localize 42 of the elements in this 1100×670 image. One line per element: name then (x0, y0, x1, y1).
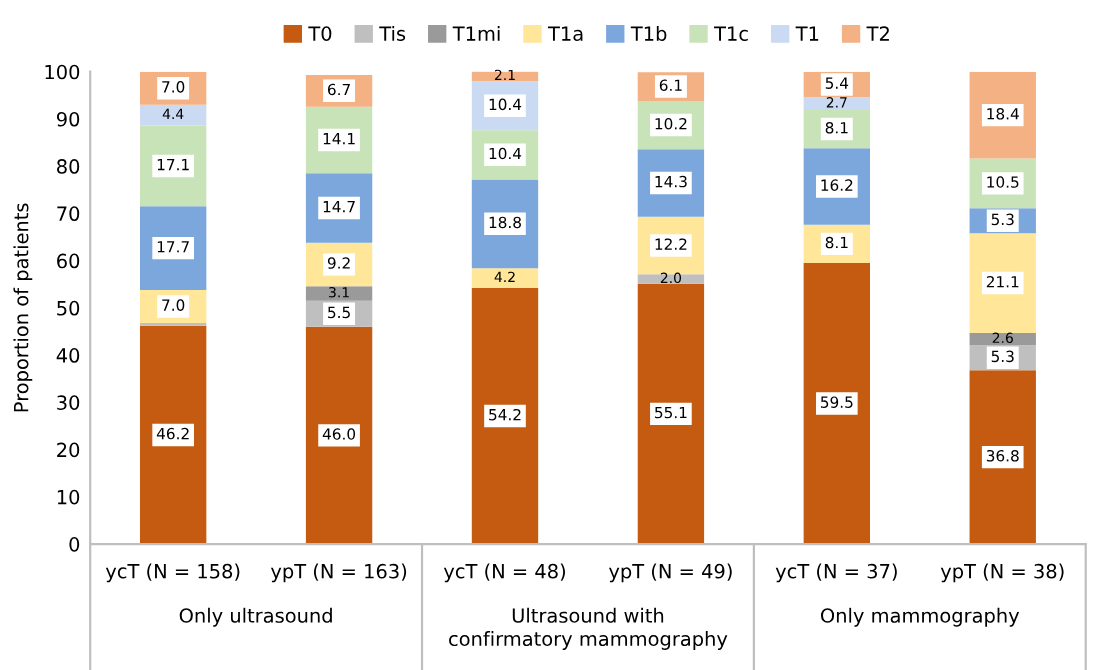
x-tick-label: ypT (N = 38) (940, 563, 1064, 583)
legend-label: T1a (547, 26, 583, 41)
bar (305, 286, 373, 301)
y-tick-label: 70 (57, 206, 80, 222)
bar (637, 283, 705, 545)
bar (969, 332, 1036, 346)
text: Only mammography (820, 607, 1020, 627)
bar (803, 262, 871, 545)
legend-label: T1c (714, 26, 748, 41)
bar (471, 268, 539, 289)
y-tick-label: 20 (57, 442, 80, 458)
bar (637, 274, 705, 284)
y-tick-label: 30 (57, 395, 80, 410)
x-tick-label: ycT (N = 48) (443, 563, 565, 583)
y-tick-label: 40 (56, 348, 80, 363)
y-tick-label: 80 (57, 159, 80, 174)
y-tick-label: 10 (57, 489, 80, 505)
y-tick-label: 60 (57, 253, 80, 269)
y-axis-title: Proportion of patients (13, 203, 33, 412)
legend-label: T1 (795, 26, 819, 41)
bar (139, 325, 207, 545)
x-tick-label: ypT (N = 163) (270, 563, 407, 583)
x-tick-label: ycT (N = 37) (775, 563, 897, 583)
x-tick-label: ypT (N = 49) (608, 563, 732, 583)
y-tick-label: 100 (45, 64, 80, 80)
y-tick-label: 90 (56, 111, 80, 127)
text: Only ultrasound (179, 607, 332, 627)
bar (803, 97, 871, 110)
bar (471, 288, 539, 545)
bar (139, 104, 207, 126)
y-tick-label: 0 (69, 537, 80, 552)
bar (969, 233, 1036, 333)
text: Ultrasound with confirmatory mammography (449, 607, 728, 650)
bar (305, 326, 373, 545)
legend-label: T1b (630, 25, 667, 41)
y-tick-label: 50 (57, 300, 80, 316)
legend-label: T2 (866, 26, 889, 41)
bar (969, 370, 1036, 545)
legend-label: T1mi (452, 25, 500, 41)
legend-label: T0 (308, 26, 332, 41)
x-tick-label: ycT (N = 158) (105, 563, 240, 583)
legend-label: Tis (379, 25, 406, 41)
